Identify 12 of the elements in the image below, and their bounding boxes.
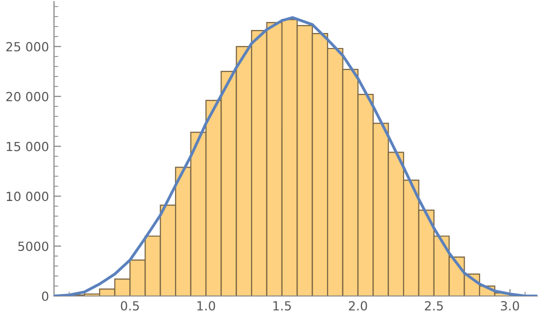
y-tick-label: 5000 [18,242,48,252]
x-tick-label: 2.0 [348,301,368,311]
x-tick-label: 3.0 [500,301,520,311]
x-tick-label: 1.5 [273,301,291,311]
x-tick-label: 2.5 [424,301,443,311]
x-tick-label: 1.0 [197,301,216,311]
x-tick-label: 0.5 [120,301,139,311]
y-tick-label: 10 000 [6,192,48,202]
y-tick-label: 0 [42,291,48,301]
y-tick-label: 20 000 [6,92,48,102]
y-tick-label: 15 000 [6,142,48,152]
y-tick-label: 25 000 [6,42,48,52]
